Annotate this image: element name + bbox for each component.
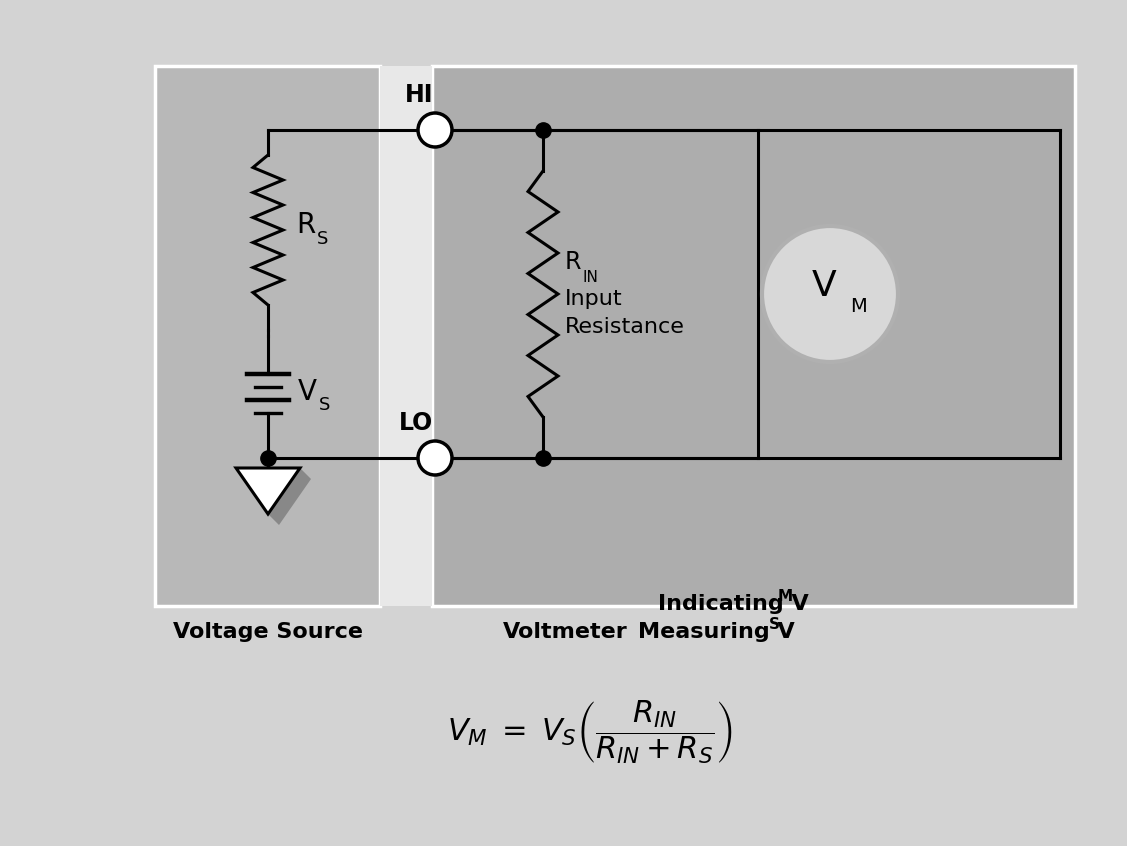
Circle shape [418, 113, 452, 147]
Bar [156, 66, 380, 606]
Text: R: R [296, 211, 316, 239]
Text: M: M [778, 589, 793, 604]
Text: Measuring V: Measuring V [638, 622, 795, 642]
Text: V: V [298, 377, 317, 405]
Polygon shape [236, 468, 300, 514]
Text: Voltmeter: Voltmeter [503, 622, 628, 642]
Text: Input: Input [565, 289, 622, 309]
Polygon shape [268, 468, 311, 525]
Circle shape [762, 226, 898, 362]
Bar [380, 66, 432, 606]
Text: S: S [769, 617, 780, 632]
Text: $V_M \;=\; V_S \left( \dfrac{R_{IN}}{R_{IN} + R_S} \right)$: $V_M \;=\; V_S \left( \dfrac{R_{IN}}{R_{… [447, 698, 733, 766]
Text: Resistance: Resistance [565, 317, 685, 337]
Text: S: S [319, 395, 330, 414]
Bar [432, 66, 1075, 606]
Text: IN: IN [583, 270, 598, 284]
Text: V: V [811, 269, 836, 303]
Text: Indicating V: Indicating V [658, 594, 809, 614]
Text: LO: LO [399, 411, 433, 435]
Text: Voltage Source: Voltage Source [174, 622, 363, 642]
Circle shape [418, 441, 452, 475]
Text: HI: HI [405, 83, 433, 107]
Text: M: M [850, 296, 867, 316]
Text: S: S [317, 230, 328, 248]
Text: R: R [565, 250, 582, 274]
